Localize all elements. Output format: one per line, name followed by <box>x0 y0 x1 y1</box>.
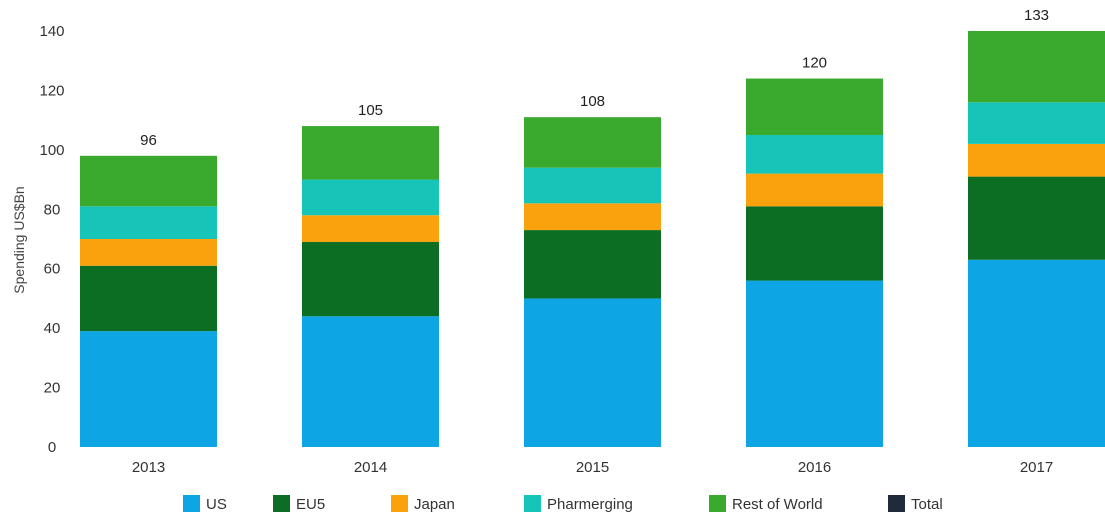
bar-segment-rest-of-world-2014 <box>302 126 439 180</box>
bar-segment-pharmerging-2014 <box>302 179 439 216</box>
bar-segment-japan-2015 <box>524 203 661 231</box>
bar-segment-us-2013 <box>80 331 217 447</box>
x-tick-label-2016: 2016 <box>798 459 831 476</box>
legend-label-total: Total <box>911 496 943 513</box>
total-label-2015: 108 <box>580 93 605 110</box>
bar-segment-eu5-2015 <box>524 230 661 299</box>
bar-segment-pharmerging-2013 <box>80 206 217 239</box>
bar-segment-rest-of-world-2017 <box>968 31 1105 103</box>
legend-item-rest-of-world: Rest of World <box>709 495 823 513</box>
y-tick-label: 20 <box>44 380 61 397</box>
legend-swatch-rest-of-world <box>709 495 726 512</box>
total-labels: 96 105 108 120 133 <box>140 7 1049 149</box>
legend-item-total: Total <box>888 495 943 513</box>
bar-segment-eu5-2014 <box>302 241 439 317</box>
total-label-2017: 133 <box>1024 7 1049 24</box>
x-tick-label-2017: 2017 <box>1020 459 1053 476</box>
legend-swatch-eu5 <box>273 495 290 512</box>
total-label-2013: 96 <box>140 132 157 149</box>
y-tick-label: 0 <box>48 439 56 456</box>
bar-segment-pharmerging-2016 <box>746 135 883 174</box>
x-axis-labels: 2013 2014 2015 2016 2017 <box>132 459 1053 476</box>
bar-segment-pharmerging-2017 <box>968 102 1105 144</box>
bar-segment-rest-of-world-2016 <box>746 78 883 135</box>
y-tick-label: 60 <box>44 261 61 278</box>
legend-item-eu5: EU5 <box>273 495 325 513</box>
legend-item-pharmerging: Pharmerging <box>524 495 633 513</box>
legend-swatch-us <box>183 495 200 512</box>
legend-label-rest-of-world: Rest of World <box>732 496 823 513</box>
y-tick-label: 40 <box>44 320 61 337</box>
legend-swatch-pharmerging <box>524 495 541 512</box>
y-tick-label: 100 <box>39 142 64 159</box>
legend-label-us: US <box>206 496 227 513</box>
legend-label-eu5: EU5 <box>296 496 325 513</box>
legend-label-japan: Japan <box>414 496 455 513</box>
bar-segment-us-2015 <box>524 298 661 447</box>
y-tick-label: 120 <box>39 82 64 99</box>
bar-segment-eu5-2017 <box>968 176 1105 260</box>
y-axis-label: Spending US$Bn <box>11 186 27 293</box>
y-tick-label: 140 <box>39 23 64 40</box>
x-tick-label-2014: 2014 <box>354 459 387 476</box>
legend-swatch-japan <box>391 495 408 512</box>
x-tick-label-2013: 2013 <box>132 459 165 476</box>
bar-segment-rest-of-world-2015 <box>524 117 661 168</box>
total-label-2016: 120 <box>802 55 827 72</box>
legend-item-us: US <box>183 495 227 513</box>
bar-segment-pharmerging-2015 <box>524 167 661 204</box>
bar-segment-us-2016 <box>746 280 883 447</box>
legend-label-pharmerging: Pharmerging <box>547 496 633 513</box>
bar-segment-eu5-2016 <box>746 206 883 281</box>
x-tick-label-2015: 2015 <box>576 459 609 476</box>
bar-segment-eu5-2013 <box>80 265 217 332</box>
total-label-2014: 105 <box>358 102 383 119</box>
bar-segment-rest-of-world-2013 <box>80 155 217 207</box>
legend-item-japan: Japan <box>391 495 455 513</box>
legend-swatch-total <box>888 495 905 512</box>
legend: US EU5 Japan Pharmerging Rest of World Total <box>183 495 943 513</box>
bar-segment-japan-2013 <box>80 239 217 266</box>
y-axis-ticks: 0 20 40 60 80 100 120 140 <box>39 23 64 456</box>
bar-segment-us-2017 <box>968 259 1105 447</box>
y-axis-label-group: Spending US$Bn <box>11 186 27 293</box>
bars <box>80 31 1105 447</box>
bar-segment-japan-2016 <box>746 173 883 207</box>
bar-segment-us-2014 <box>302 316 439 447</box>
bar-segment-japan-2014 <box>302 215 439 242</box>
y-tick-label: 80 <box>44 201 61 218</box>
bar-segment-japan-2017 <box>968 143 1105 177</box>
